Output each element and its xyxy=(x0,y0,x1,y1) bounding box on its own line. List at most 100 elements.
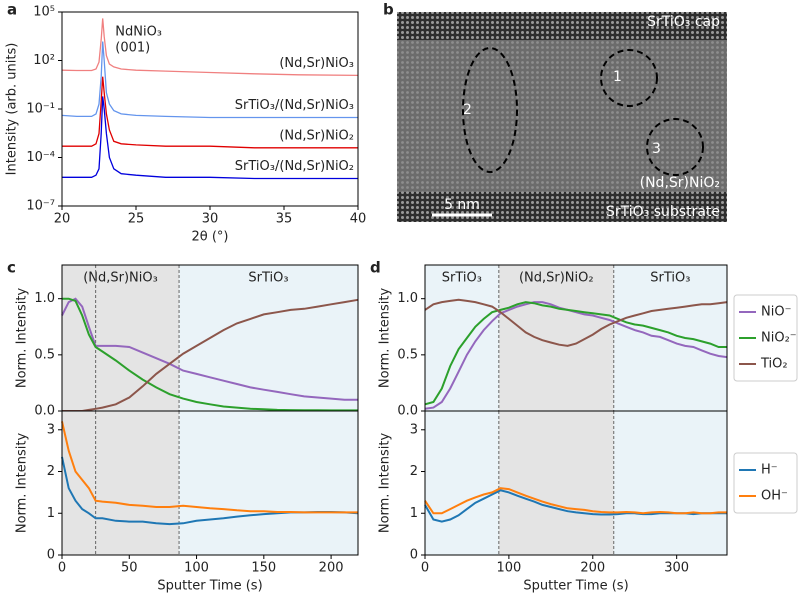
x-tick-label: 30 xyxy=(202,212,219,227)
y-tick-label: 3 xyxy=(47,422,55,437)
region xyxy=(62,411,180,555)
y-axis-label: Norm. Intensity xyxy=(15,433,30,534)
region-outline xyxy=(646,118,704,176)
y-tick-label: 10⁵ xyxy=(33,5,55,20)
series-line xyxy=(61,41,358,119)
series-line xyxy=(424,298,728,347)
panel-label: d xyxy=(370,259,381,277)
x-tick-label: 40 xyxy=(350,212,367,227)
x-tick-label: 300 xyxy=(664,561,689,576)
y-tick-label: 2 xyxy=(47,464,55,479)
image-label: 3 xyxy=(652,141,661,157)
y-tick-label: 0 xyxy=(47,548,55,563)
x-tick-label: 150 xyxy=(251,561,276,576)
series-line xyxy=(61,421,358,514)
legend-box xyxy=(733,294,798,382)
region-outline xyxy=(600,49,658,107)
image-label: (Nd,Sr)NiO₂ xyxy=(640,175,720,191)
x-axis-label: Sputter Time (s) xyxy=(523,579,628,594)
y-axis-label: Norm. Intensity xyxy=(15,288,30,389)
tem-image: b SrTiO₃ cap 1 2 3 (Nd,Sr)NiO₂ 5 nm SrTi… xyxy=(383,1,727,222)
region-label: (Nd,Sr)NiO₃ xyxy=(83,271,158,286)
series-line xyxy=(62,76,358,149)
x-tick-label: 20 xyxy=(54,212,71,227)
y-tick-label: 10² xyxy=(33,53,55,68)
x-tick-label: 35 xyxy=(276,212,293,227)
y-tick-label: 3 xyxy=(410,422,418,437)
axes-frame xyxy=(424,410,728,556)
y-tick-label: 1 xyxy=(410,506,418,521)
region xyxy=(425,265,499,411)
annotation: (001) xyxy=(115,41,150,56)
region-label: SrTiO₃ xyxy=(248,271,288,286)
legend-box xyxy=(733,452,798,514)
panel-label: b xyxy=(383,1,394,19)
y-tick-label: 1.0 xyxy=(397,291,418,306)
legend-label: NiO⁻ xyxy=(761,305,791,320)
x-tick-label: 0 xyxy=(58,561,66,576)
y-tick-label: 10⁻¹ xyxy=(26,102,55,117)
region xyxy=(498,411,614,555)
y-tick-label: 0.0 xyxy=(34,404,55,419)
panel-label: a xyxy=(7,1,17,19)
legend-label: OH⁻ xyxy=(761,489,788,504)
y-tick-label: 1 xyxy=(47,506,55,521)
series-line xyxy=(424,487,727,515)
image-film xyxy=(397,12,727,222)
series-line xyxy=(62,96,358,180)
y-tick-label: 10⁻⁷ xyxy=(26,199,55,214)
region xyxy=(613,265,727,411)
y-tick-label: 10⁻⁴ xyxy=(26,150,55,165)
x-axis-label: Sputter Time (s) xyxy=(157,579,262,594)
series-line xyxy=(424,301,728,410)
y-tick-label: 0 xyxy=(410,548,418,563)
series-label: (Nd,Sr)NiO₃ xyxy=(279,56,354,71)
image-label: SrTiO₃ substrate xyxy=(606,204,720,220)
region-label: (Nd,Sr)NiO₂ xyxy=(519,271,594,286)
image-label: 1 xyxy=(613,69,622,85)
region xyxy=(179,411,358,555)
panel-label: c xyxy=(7,259,16,277)
y-axis-label: Intensity (arb. units) xyxy=(5,43,20,176)
series-line xyxy=(61,297,358,401)
image-cap xyxy=(397,12,727,40)
image-label: 2 xyxy=(463,102,472,118)
region xyxy=(613,411,727,555)
region xyxy=(498,265,614,411)
x-axis-label: 2θ (°) xyxy=(191,230,228,245)
x-tick-label: 200 xyxy=(319,561,344,576)
image-label: 5 nm xyxy=(444,197,480,213)
x-tick-label: 0 xyxy=(421,561,429,576)
series-line xyxy=(62,297,358,412)
series-line xyxy=(424,301,727,406)
series-line xyxy=(62,298,359,412)
region-outline xyxy=(462,47,518,173)
region xyxy=(62,265,180,411)
y-tick-label: 0.0 xyxy=(397,404,418,419)
legend-label: NiO₂⁻ xyxy=(761,331,797,346)
y-axis-label: Norm. Intensity xyxy=(378,433,393,534)
x-tick-label: 200 xyxy=(580,561,605,576)
y-tick-label: 0.5 xyxy=(34,347,55,362)
x-tick-label: 50 xyxy=(121,561,138,576)
image-substrate xyxy=(397,192,727,222)
series-label: SrTiO₃/(Nd,Sr)NiO₃ xyxy=(235,98,354,113)
y-tick-label: 1.0 xyxy=(34,291,55,306)
x-tick-label: 25 xyxy=(128,212,145,227)
region-label: SrTiO₃ xyxy=(650,271,690,286)
region xyxy=(425,411,499,555)
legend-label: TiO₂ xyxy=(760,357,788,372)
x-tick-label: 100 xyxy=(184,561,209,576)
y-tick-label: 0.5 xyxy=(397,347,418,362)
region-label: SrTiO₃ xyxy=(442,271,482,286)
series-label: (Nd,Sr)NiO₂ xyxy=(279,128,354,143)
axes-frame xyxy=(61,410,359,556)
y-tick-label: 2 xyxy=(410,464,418,479)
region xyxy=(179,265,358,411)
series-line xyxy=(61,18,359,77)
image-label: SrTiO₃ cap xyxy=(647,14,720,30)
series-label: SrTiO₃/(Nd,Sr)NiO₂ xyxy=(235,159,354,174)
annotation: NdNiO₃ xyxy=(115,25,162,40)
y-axis-label: Norm. Intensity xyxy=(378,288,393,389)
